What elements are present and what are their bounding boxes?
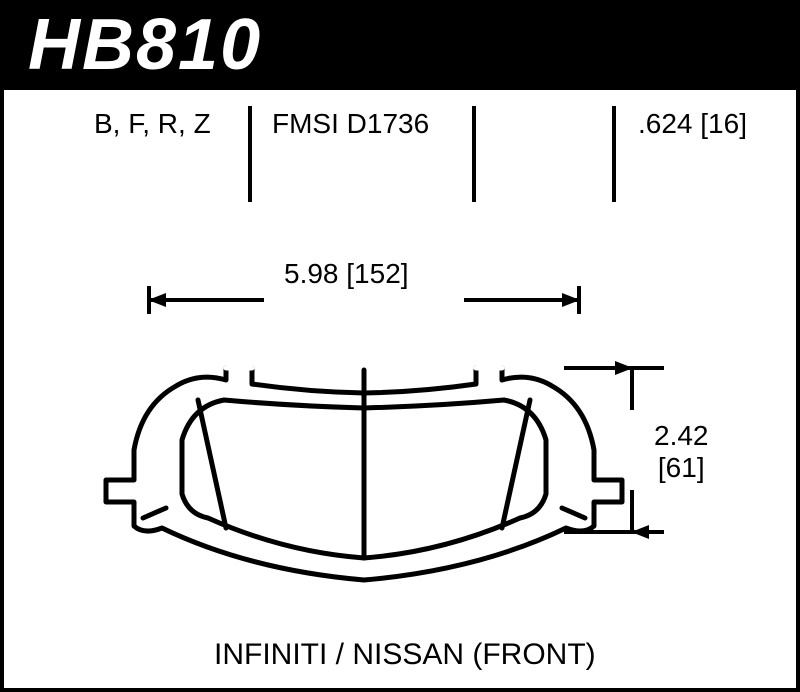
brake-pad-outline <box>106 368 622 580</box>
header-bar: HB810 <box>0 0 800 90</box>
diagram-panel: B, F, R, Z FMSI D1736 .624 [16] 5.98 [15… <box>0 90 800 692</box>
part-number: HB810 <box>28 4 262 86</box>
diagram-svg <box>4 90 800 692</box>
